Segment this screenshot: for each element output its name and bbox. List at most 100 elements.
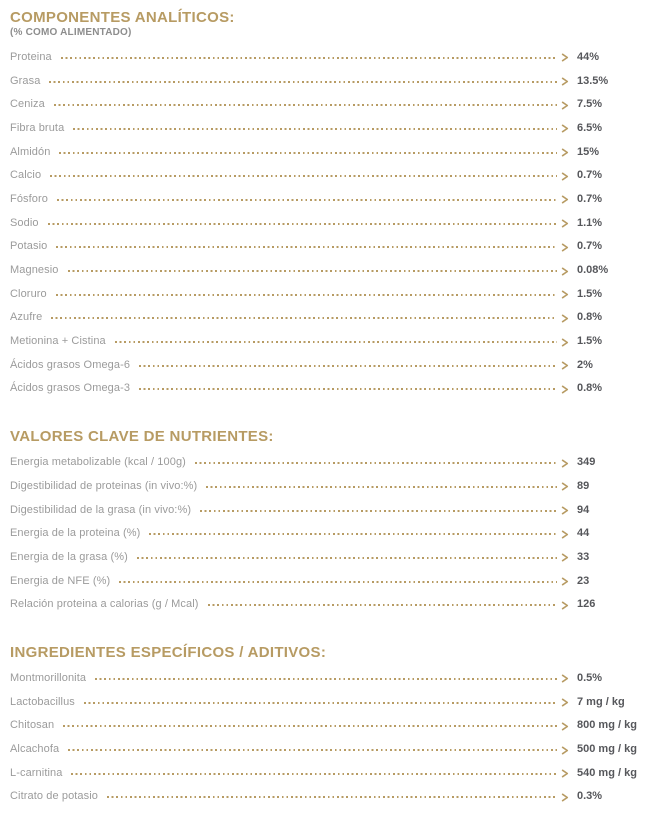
arrow-right-icon: [561, 148, 569, 157]
arrow-right-icon: [561, 195, 569, 204]
nutrient-value: 94: [577, 503, 590, 516]
nutrient-row: Cloruro 1.5%: [10, 282, 641, 306]
arrow-right-icon: [561, 243, 569, 252]
nutrient-row: Chitosan 800 mg / kg: [10, 714, 641, 738]
nutrient-value: 0.7%: [577, 192, 603, 205]
arrow-right-icon: [561, 722, 569, 731]
nutrient-label: Calcio: [10, 169, 42, 182]
nutrient-label: Chitosan: [10, 719, 55, 732]
arrow-right-icon: [561, 506, 569, 515]
nutrient-row: Azufre 0.8%: [10, 306, 641, 330]
dotted-leader: [149, 533, 557, 536]
dotted-leader: [50, 175, 557, 178]
nutrient-label: Azufre: [10, 311, 43, 324]
nutrient-row: Lactobacillus 7 mg / kg: [10, 690, 641, 714]
dotted-leader: [206, 485, 557, 488]
arrow-right-icon: [561, 53, 569, 62]
section-title: COMPONENTES ANALÍTICOS:: [10, 9, 235, 26]
section-title: INGREDIENTES ESPECÍFICOS / ADITIVOS:: [10, 644, 327, 662]
dotted-leader: [194, 462, 557, 465]
nutrient-value: 0.8%: [577, 311, 603, 324]
nutrient-value: 13.5%: [577, 74, 609, 87]
nutrient-row: Calcio 0.7%: [10, 163, 641, 187]
nutrient-row: L-carnitina 540 mg / kg: [10, 761, 641, 785]
nutrient-label: Ácidos grasos Omega-3: [10, 382, 131, 395]
nutrient-label: Cloruro: [10, 287, 47, 300]
nutrient-row: Citrato de potasio 0.3%: [10, 785, 641, 809]
nutrient-value: 89: [577, 479, 590, 492]
arrow-right-icon: [561, 124, 569, 133]
nutrient-label: Metionina + Cistina: [10, 335, 106, 348]
nutrient-value: 7.5%: [577, 98, 603, 111]
nutrient-label: Lactobacillus: [10, 695, 75, 708]
nutrient-label: Proteina: [10, 50, 52, 63]
dotted-leader: [68, 749, 557, 752]
arrow-right-icon: [561, 219, 569, 228]
dotted-leader: [47, 222, 557, 225]
nutrient-value: 126: [577, 598, 596, 611]
nutrient-value: 1.5%: [577, 335, 603, 348]
nutrient-value: 0.7%: [577, 240, 603, 253]
nutrient-value: 44%: [577, 50, 600, 63]
dotted-leader: [107, 796, 557, 799]
nutrient-label: Potasio: [10, 240, 48, 253]
nutrient-row: Ceniza 7.5%: [10, 92, 641, 116]
nutrient-row: Alcachofa 500 mg / kg: [10, 737, 641, 761]
arrow-right-icon: [561, 459, 569, 468]
dotted-leader: [73, 127, 557, 130]
dotted-leader: [59, 151, 557, 154]
nutrient-label: Magnesio: [10, 264, 59, 277]
nutrient-row: Energia de la grasa (%) 33: [10, 545, 641, 569]
nutrient-label: Energia metabolizable (kcal / 100g): [10, 456, 186, 469]
nutrient-value: 1.1%: [577, 216, 603, 229]
arrow-right-icon: [561, 674, 569, 683]
nutrient-row: Relación proteina a calorias (g / Mcal) …: [10, 592, 641, 616]
section-title: VALORES CLAVE DE NUTRIENTES:: [10, 428, 274, 446]
nutrient-row: Grasa 13.5%: [10, 69, 641, 93]
nutrient-label: Fibra bruta: [10, 121, 65, 134]
nutrient-value: 33: [577, 550, 590, 563]
arrow-right-icon: [561, 482, 569, 491]
nutrient-row: Potasio 0.7%: [10, 235, 641, 259]
dotted-leader: [56, 246, 557, 249]
nutrient-label: Montmorillonita: [10, 671, 87, 684]
nutrient-label: Almidón: [10, 145, 51, 158]
nutrient-row: Fósforo 0.7%: [10, 187, 641, 211]
nutrient-row: Energia de NFE (%) 23: [10, 569, 641, 593]
nutrient-value: 0.5%: [577, 671, 603, 684]
dotted-leader: [207, 604, 557, 607]
nutrient-label: Energia de la proteina (%): [10, 527, 141, 540]
nutrient-value: 540 mg / kg: [577, 766, 637, 779]
dotted-leader: [53, 104, 557, 107]
nutrient-label: Grasa: [10, 74, 41, 87]
nutrient-value: 500 mg / kg: [577, 743, 637, 756]
nutrient-row: Sodio 1.1%: [10, 211, 641, 235]
nutrient-label: L-carnitina: [10, 766, 63, 779]
arrow-right-icon: [561, 577, 569, 586]
dotted-leader: [200, 509, 557, 512]
nutrient-label: Digestibilidad de la grasa (in vivo:%): [10, 503, 192, 516]
nutrient-row: Magnesio 0.08%: [10, 258, 641, 282]
arrow-right-icon: [561, 290, 569, 299]
nutrient-row: Ácidos grasos Omega-3 0.8%: [10, 377, 641, 401]
nutrient-row: Proteina 44%: [10, 45, 641, 69]
nutrient-row: Metionina + Cistina 1.5%: [10, 329, 641, 353]
nutrient-value: 7 mg / kg: [577, 695, 625, 708]
dotted-leader: [57, 198, 557, 201]
arrow-right-icon: [561, 338, 569, 347]
dotted-leader: [63, 725, 557, 728]
nutrient-value: 1.5%: [577, 287, 603, 300]
nutrition-facts-panel: COMPONENTES ANALÍTICOS: (% COMO ALIMENTA…: [10, 10, 641, 808]
nutrient-label: Relación proteina a calorias (g / Mcal): [10, 598, 199, 611]
nutrient-label: Digestibilidad de proteinas (in vivo:%): [10, 479, 198, 492]
nutrient-row: Digestibilidad de la grasa (in vivo:%) 9…: [10, 498, 641, 522]
nutrient-row: Almidón 15%: [10, 140, 641, 164]
nutrient-value: 0.08%: [577, 264, 609, 277]
componentes-analiticos: COMPONENTES ANALÍTICOS: (% COMO ALIMENTA…: [10, 10, 641, 400]
nutrient-row: Energia de la proteina (%) 44: [10, 521, 641, 545]
nutrient-label: Ceniza: [10, 98, 45, 111]
nutrient-row: Digestibilidad de proteinas (in vivo:%) …: [10, 474, 641, 498]
dotted-leader: [67, 270, 557, 273]
arrow-right-icon: [561, 746, 569, 755]
arrow-right-icon: [561, 101, 569, 110]
